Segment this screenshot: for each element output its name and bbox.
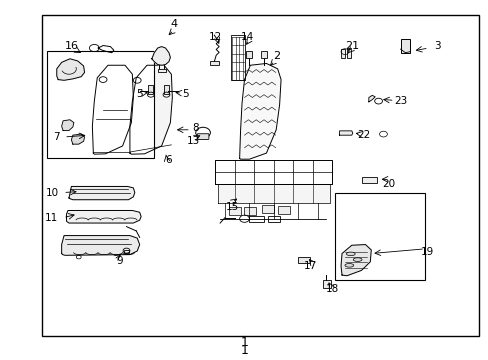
Text: 4: 4 bbox=[170, 19, 177, 29]
Polygon shape bbox=[61, 235, 140, 255]
Text: 8: 8 bbox=[192, 123, 199, 133]
Bar bbox=[262, 205, 274, 213]
Bar bbox=[277, 206, 289, 214]
Text: 12: 12 bbox=[208, 32, 222, 41]
Bar bbox=[148, 85, 153, 94]
Text: 20: 20 bbox=[381, 179, 394, 189]
Bar bbox=[249, 216, 264, 222]
Polygon shape bbox=[69, 186, 135, 200]
Text: 9: 9 bbox=[117, 256, 123, 266]
Text: 7: 7 bbox=[53, 132, 60, 142]
Text: 10: 10 bbox=[45, 188, 59, 198]
Polygon shape bbox=[152, 46, 170, 65]
Text: 14: 14 bbox=[240, 32, 253, 41]
Text: 5: 5 bbox=[183, 89, 189, 99]
Bar bbox=[334, 193, 424, 280]
Bar bbox=[261, 51, 266, 58]
Bar bbox=[230, 36, 245, 80]
Text: 6: 6 bbox=[165, 155, 172, 165]
Text: 19: 19 bbox=[420, 247, 433, 257]
Polygon shape bbox=[57, 59, 84, 80]
Bar bbox=[163, 85, 168, 94]
Text: 13: 13 bbox=[186, 136, 200, 145]
Bar bbox=[340, 49, 344, 58]
Polygon shape bbox=[340, 244, 370, 276]
Bar bbox=[267, 216, 280, 222]
Polygon shape bbox=[61, 120, 74, 131]
Bar bbox=[47, 51, 154, 158]
Bar bbox=[400, 39, 409, 53]
Ellipse shape bbox=[352, 258, 361, 261]
Bar bbox=[298, 257, 310, 263]
Text: 3: 3 bbox=[433, 41, 440, 50]
Text: 17: 17 bbox=[303, 261, 316, 271]
Bar bbox=[123, 249, 129, 253]
Bar bbox=[246, 51, 252, 58]
Text: 2: 2 bbox=[272, 51, 279, 61]
FancyBboxPatch shape bbox=[197, 134, 208, 139]
Polygon shape bbox=[368, 95, 374, 102]
Bar bbox=[361, 177, 376, 183]
Text: 15: 15 bbox=[225, 202, 239, 212]
Ellipse shape bbox=[346, 252, 354, 256]
Polygon shape bbox=[71, 134, 84, 144]
Polygon shape bbox=[92, 65, 133, 154]
Bar bbox=[228, 207, 241, 215]
Text: 21: 21 bbox=[344, 41, 358, 50]
Text: 1: 1 bbox=[240, 336, 248, 348]
Text: 23: 23 bbox=[393, 96, 407, 106]
Polygon shape bbox=[339, 131, 352, 135]
Polygon shape bbox=[130, 65, 172, 154]
Polygon shape bbox=[239, 63, 281, 159]
Text: 5: 5 bbox=[136, 89, 142, 99]
Bar bbox=[346, 49, 350, 58]
Polygon shape bbox=[217, 184, 329, 203]
Bar bbox=[322, 280, 330, 288]
Bar bbox=[243, 207, 255, 215]
Text: 22: 22 bbox=[357, 130, 370, 140]
Bar bbox=[42, 15, 478, 336]
Text: 1: 1 bbox=[240, 344, 248, 357]
Text: 18: 18 bbox=[325, 284, 338, 294]
Ellipse shape bbox=[344, 264, 353, 267]
Polygon shape bbox=[66, 211, 141, 223]
Bar bbox=[158, 69, 165, 72]
Bar bbox=[210, 61, 219, 65]
Text: 16: 16 bbox=[64, 41, 78, 50]
Text: 11: 11 bbox=[45, 213, 59, 222]
